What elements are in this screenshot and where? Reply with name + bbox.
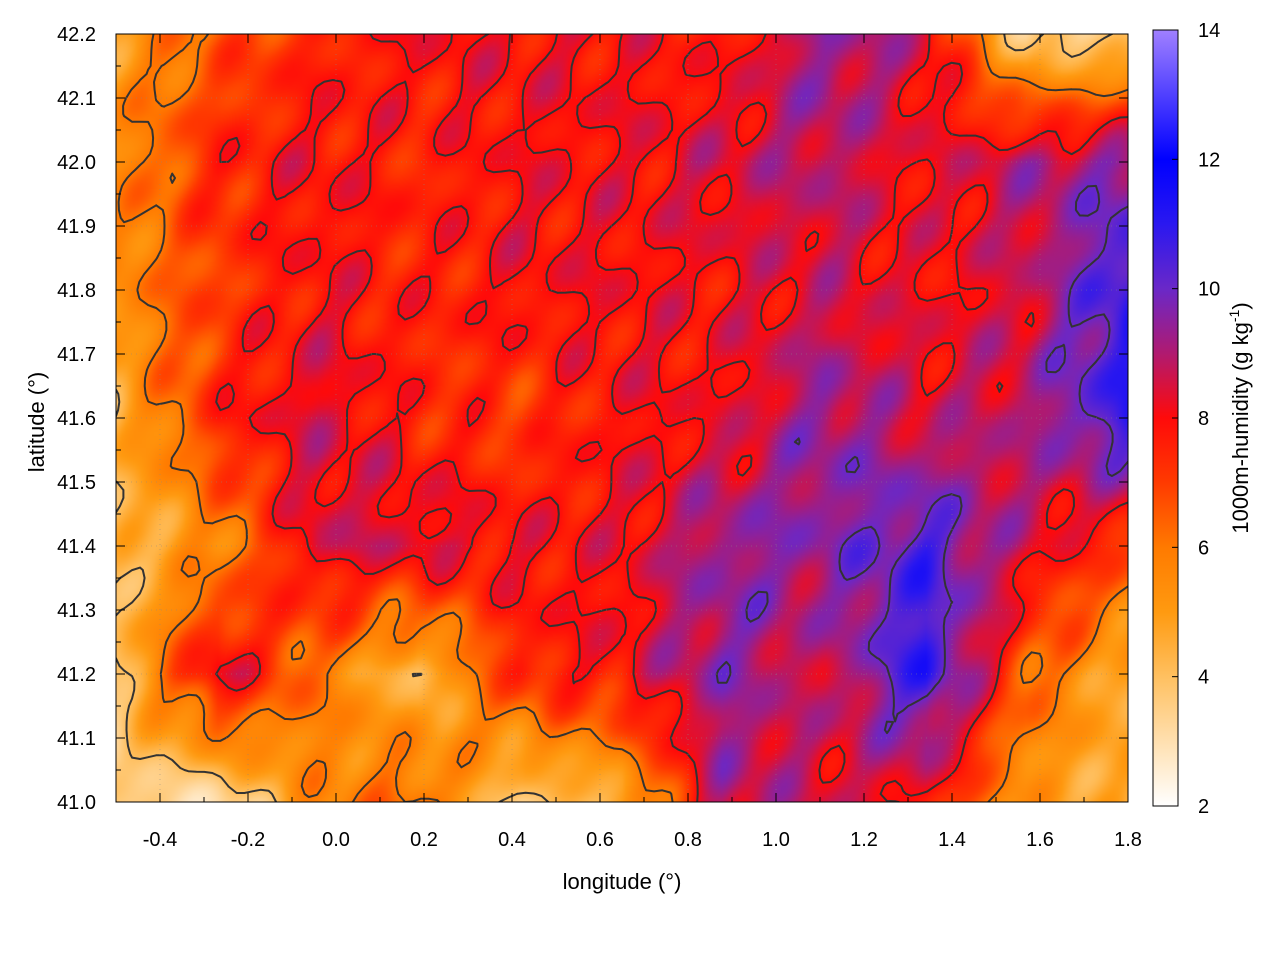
colorbar-title-prefix: 1000m-humidity (g kg: [1228, 322, 1253, 534]
colorbar-title: 1000m-humidity (g kg-1): [1226, 302, 1253, 533]
x-tick-label: 1.6: [1026, 829, 1054, 851]
y-tick-label: 41.0: [57, 792, 96, 814]
x-tick-label: 1.0: [762, 829, 790, 851]
colorbar-tick-label: 6: [1198, 537, 1209, 559]
humidity-contours: [116, 34, 1128, 802]
y-tick-label: 41.2: [57, 664, 96, 686]
x-tick-label: -0.2: [231, 829, 265, 851]
colorbar-tick-label: 4: [1198, 667, 1209, 689]
x-tick-label: 0.2: [410, 829, 438, 851]
colorbar-tick-label: 14: [1198, 20, 1220, 42]
colorbar-tick-label: 8: [1198, 408, 1209, 430]
x-tick-label: 0.6: [586, 829, 614, 851]
plot-area: -0.4 -0.2 0.0 0.2 0.4 0.6 0.8 1.0 1.2 1.4 1.6 1.8 4…: [57, 24, 1142, 851]
x-tick-label: 1.2: [850, 829, 878, 851]
contour-line-6: [117, 34, 1128, 802]
x-tick-label: -0.4: [143, 829, 177, 851]
contour-line-10: [715, 184, 1128, 735]
colorbar-title-sup: -1: [1226, 309, 1242, 322]
x-axis-ticks: -0.4 -0.2 0.0 0.2 0.4 0.6 0.8 1.0 1.2 1.4 1.6 1.8: [115, 34, 1142, 851]
y-tick-label: 41.1: [57, 728, 96, 750]
contour-line-4: [116, 34, 1114, 802]
x-tick-label: 0.0: [322, 829, 350, 851]
colorbar-tick-label: 10: [1198, 279, 1220, 301]
y-axis-ticks: 41.0 41.1 41.2 41.3 41.4 41.5 41.6 41.7 41.8 41.9…: [57, 24, 1128, 814]
x-tick-label: 0.8: [674, 829, 702, 851]
y-tick-label: 41.5: [57, 472, 96, 494]
colorbar-title-suffix: ): [1228, 302, 1253, 309]
x-tick-label: 0.4: [498, 829, 526, 851]
y-tick-label: 42.2: [57, 24, 96, 46]
contour-line-8: [215, 34, 1128, 802]
x-tick-label: 1.4: [938, 829, 966, 851]
colorbar-ticks: 2 4 6 8 10 12 14: [1172, 20, 1220, 818]
colorbar-tick-label: 2: [1198, 796, 1209, 818]
colorbar: 2 4 6 8 10 12 14 1000m-humidity (g kg-1): [1152, 20, 1253, 818]
y-tick-label: 42.0: [57, 152, 96, 174]
x-axis-title: longitude (°): [563, 869, 682, 894]
y-tick-label: 41.8: [57, 280, 96, 302]
y-tick-label: 41.4: [57, 536, 96, 558]
y-tick-label: 41.9: [57, 216, 96, 238]
y-tick-label: 41.6: [57, 408, 96, 430]
x-tick-label: 1.8: [1114, 829, 1142, 851]
y-axis-title: latitude (°): [24, 372, 49, 473]
y-tick-label: 42.1: [57, 88, 96, 110]
y-tick-label: 41.3: [57, 600, 96, 622]
y-tick-label: 41.7: [57, 344, 96, 366]
colorbar-tick-label: 12: [1198, 149, 1220, 171]
